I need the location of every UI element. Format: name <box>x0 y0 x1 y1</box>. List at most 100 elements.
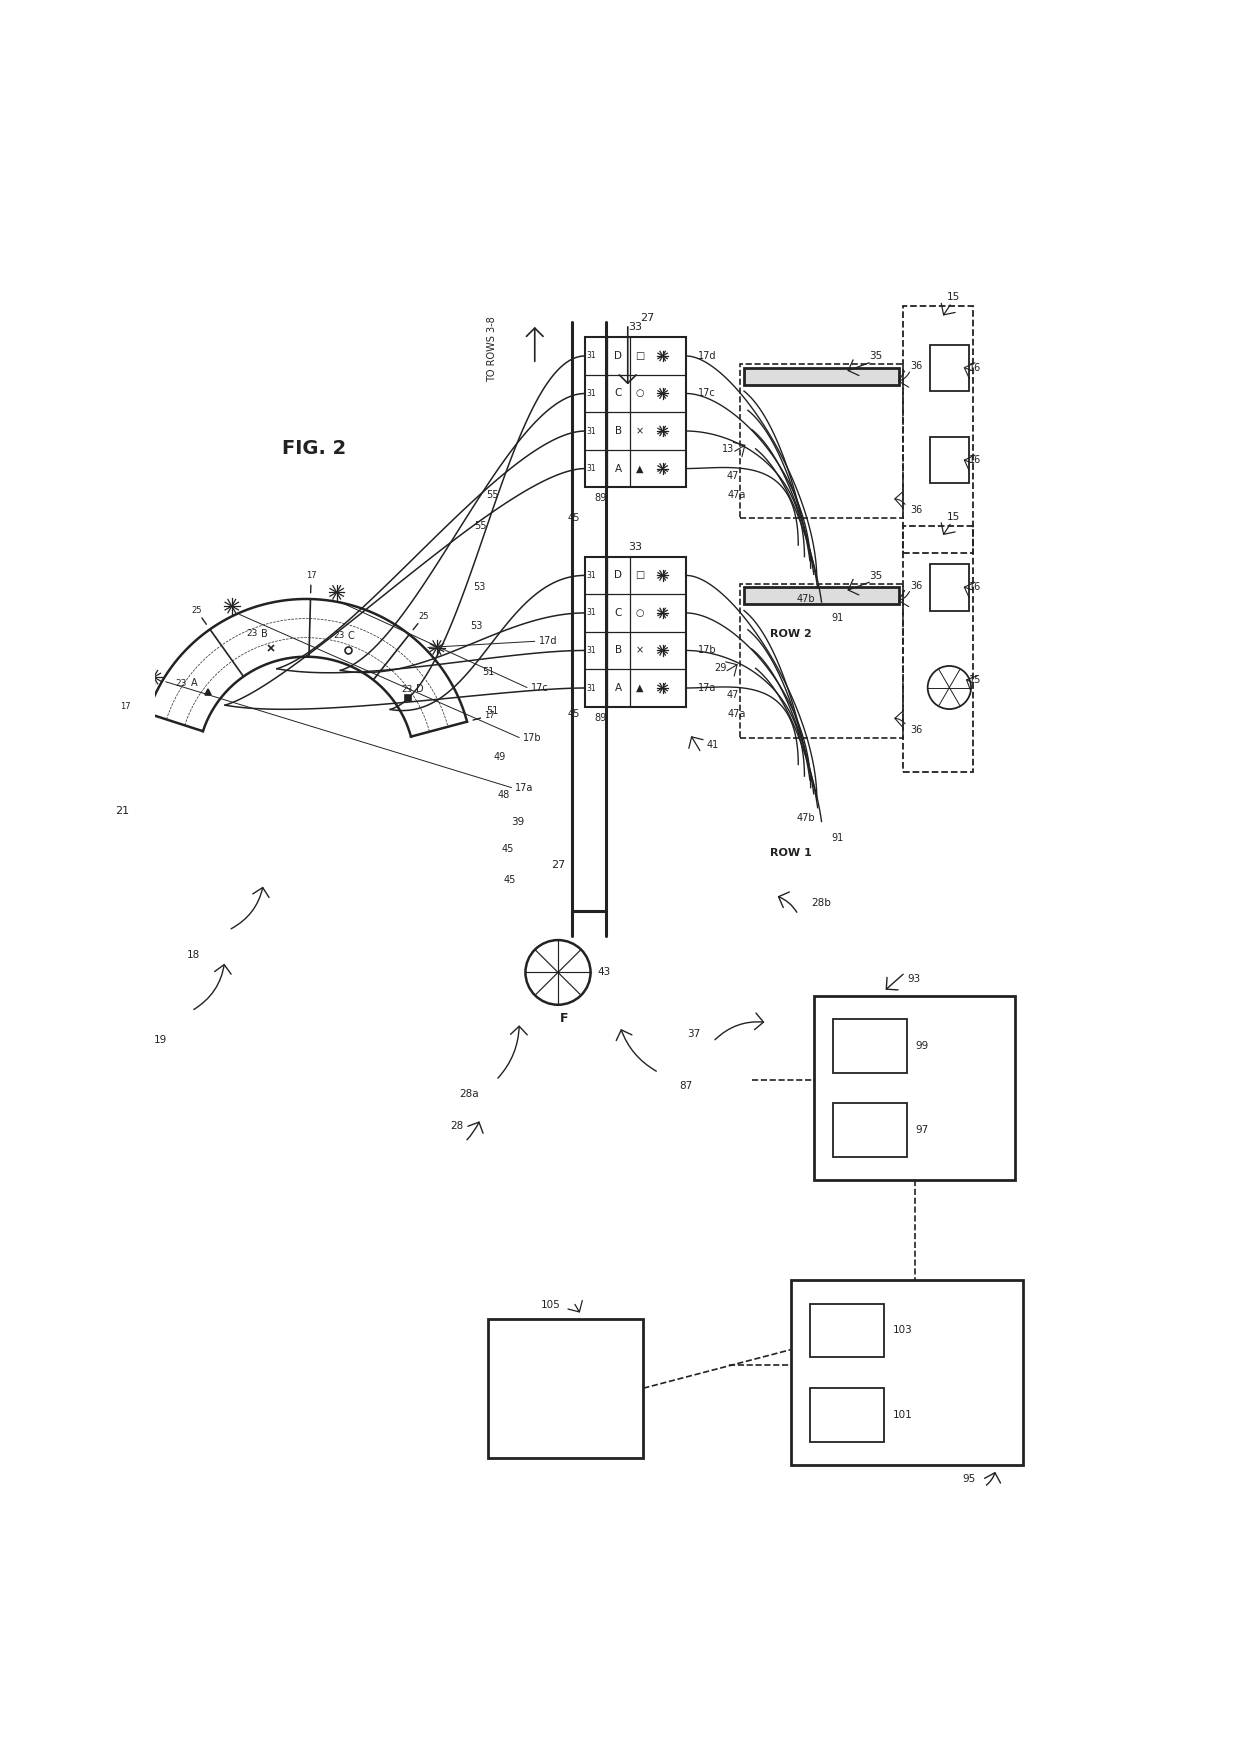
Bar <box>744 368 899 385</box>
Text: C: C <box>348 630 355 641</box>
Text: 103: 103 <box>893 1326 913 1336</box>
Text: ○: ○ <box>635 608 644 618</box>
Text: 36: 36 <box>910 361 923 371</box>
Text: □: □ <box>635 571 644 580</box>
Text: □: □ <box>635 350 644 361</box>
Text: 17a: 17a <box>697 683 715 693</box>
Text: 33: 33 <box>629 322 642 333</box>
Text: 17c: 17c <box>697 389 715 399</box>
Text: ▲: ▲ <box>636 683 644 693</box>
Bar <box>903 525 972 772</box>
Text: 23: 23 <box>176 679 187 688</box>
Text: 17a: 17a <box>516 783 533 793</box>
Bar <box>930 438 968 483</box>
Text: 105: 105 <box>541 1299 560 1310</box>
Text: 31: 31 <box>587 427 596 436</box>
Text: 48: 48 <box>497 790 510 800</box>
Text: 17: 17 <box>120 702 131 711</box>
Text: 23: 23 <box>402 685 413 693</box>
Text: 91: 91 <box>831 833 843 842</box>
Text: D: D <box>615 571 622 580</box>
Text: 51: 51 <box>482 667 495 678</box>
Bar <box>833 1103 906 1157</box>
Bar <box>903 306 972 553</box>
Text: 28: 28 <box>450 1121 464 1131</box>
Text: 89: 89 <box>594 494 606 503</box>
Text: 27: 27 <box>640 313 655 322</box>
Text: 91: 91 <box>831 613 843 623</box>
Text: 33: 33 <box>629 541 642 552</box>
Text: C: C <box>615 608 622 618</box>
Text: 31: 31 <box>587 464 596 473</box>
Text: 47: 47 <box>727 690 739 700</box>
Text: B: B <box>615 425 622 436</box>
Text: 23: 23 <box>334 632 345 641</box>
Text: 17c: 17c <box>531 683 548 692</box>
Bar <box>740 364 903 518</box>
Text: 15: 15 <box>968 674 981 685</box>
Text: 45: 45 <box>568 709 579 720</box>
Bar <box>810 1389 883 1443</box>
Text: 25: 25 <box>191 606 202 615</box>
Text: 13: 13 <box>723 443 734 454</box>
Text: 15: 15 <box>946 292 960 303</box>
Text: 36: 36 <box>910 506 923 515</box>
Text: 17d: 17d <box>697 350 715 361</box>
Text: ×: × <box>635 646 644 655</box>
Text: 17: 17 <box>484 711 495 720</box>
Text: A: A <box>191 678 197 688</box>
Bar <box>489 1319 644 1457</box>
Bar <box>930 564 968 611</box>
Text: 45: 45 <box>568 513 579 524</box>
Bar <box>585 338 686 487</box>
Text: 47b: 47b <box>796 814 816 823</box>
Text: ROW 1: ROW 1 <box>770 847 811 858</box>
Text: 51: 51 <box>486 706 498 716</box>
Text: 21: 21 <box>115 805 129 816</box>
Text: 31: 31 <box>587 608 596 618</box>
Text: 17b: 17b <box>523 732 542 742</box>
Text: 35: 35 <box>869 571 883 581</box>
Text: 18: 18 <box>187 951 201 961</box>
Text: 31: 31 <box>587 389 596 397</box>
Text: 93: 93 <box>908 974 921 984</box>
Text: 97: 97 <box>915 1126 929 1135</box>
Bar <box>740 583 903 737</box>
Text: 43: 43 <box>598 967 611 977</box>
Text: 53: 53 <box>472 583 485 592</box>
Bar <box>791 1280 1023 1466</box>
Bar <box>744 587 899 604</box>
Text: D: D <box>415 685 423 695</box>
Text: 89: 89 <box>594 713 606 723</box>
Text: 39: 39 <box>511 818 525 826</box>
Text: F: F <box>560 1012 568 1024</box>
Text: ○: ○ <box>635 389 644 399</box>
Text: 31: 31 <box>587 646 596 655</box>
Text: 37: 37 <box>687 1030 701 1038</box>
Text: 25: 25 <box>418 611 429 622</box>
Text: 29: 29 <box>714 664 727 674</box>
Text: 47: 47 <box>727 471 739 482</box>
Text: 87: 87 <box>680 1082 692 1091</box>
Text: 47b: 47b <box>796 594 816 604</box>
Text: 15: 15 <box>946 511 960 522</box>
Text: 28b: 28b <box>811 898 832 909</box>
Text: 53: 53 <box>470 622 482 630</box>
Text: C: C <box>615 389 622 399</box>
Text: 31: 31 <box>587 683 596 692</box>
Text: FIG. 2: FIG. 2 <box>281 440 346 459</box>
Text: 47a: 47a <box>727 709 745 720</box>
Text: 31: 31 <box>587 571 596 580</box>
Text: B: B <box>262 629 268 639</box>
Text: 17b: 17b <box>697 646 717 655</box>
Text: 16: 16 <box>968 583 981 592</box>
Text: 17d: 17d <box>538 636 557 646</box>
Text: 35: 35 <box>869 352 883 361</box>
Text: 19: 19 <box>154 1035 167 1045</box>
Text: D: D <box>615 350 622 361</box>
Bar <box>810 1303 883 1357</box>
Text: 41: 41 <box>707 741 719 749</box>
Text: 101: 101 <box>893 1410 913 1420</box>
Bar <box>930 345 968 390</box>
Text: B: B <box>615 646 622 655</box>
